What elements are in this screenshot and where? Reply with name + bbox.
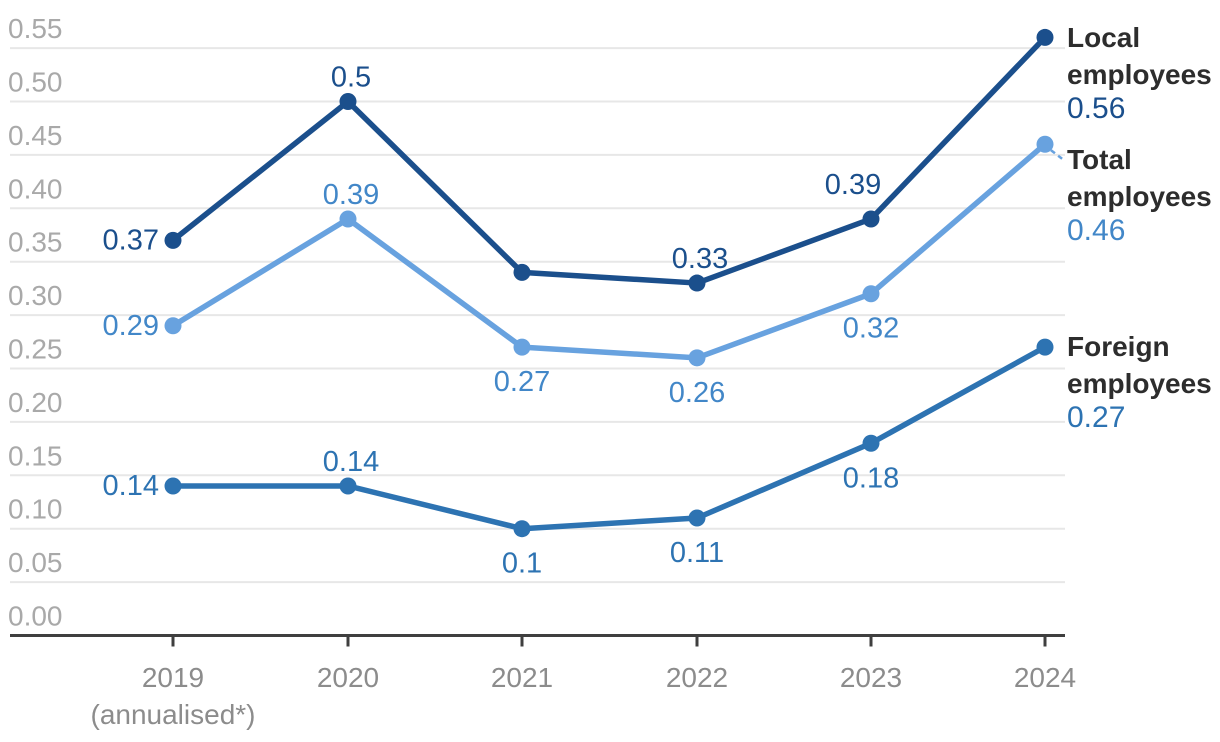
point-value-label: 0.1 xyxy=(502,548,542,580)
point-value-label: 0.14 xyxy=(323,446,379,478)
x-axis-tick-label: 2022 xyxy=(666,662,728,693)
legend-connector-dashed xyxy=(1050,149,1065,162)
y-axis-tick-label: 0.20 xyxy=(8,387,63,418)
x-axis-sub-label: (annualised*) xyxy=(91,699,256,730)
point-value-label: 0.29 xyxy=(103,310,159,342)
x-axis-tick-label: 2023 xyxy=(840,662,902,693)
legend-series-name: employees xyxy=(1067,368,1212,399)
legend-series-name: Local xyxy=(1067,22,1140,53)
y-axis-tick-label: 0.15 xyxy=(8,440,63,471)
legend-series-value: 0.46 xyxy=(1067,214,1125,247)
legend-series-name: employees xyxy=(1067,181,1212,212)
data-point xyxy=(688,349,706,367)
series-line-foreign-employees xyxy=(170,344,1048,532)
data-point xyxy=(513,520,531,538)
data-point xyxy=(339,477,357,495)
point-value-label: 0.26 xyxy=(669,377,725,409)
point-value-label: 0.14 xyxy=(103,470,159,502)
legend-series-name: Foreign xyxy=(1067,331,1170,362)
data-point xyxy=(862,434,880,452)
data-point xyxy=(688,274,706,292)
y-axis-tick-label: 0.50 xyxy=(8,67,63,98)
y-axis-tick-label: 0.00 xyxy=(8,601,63,632)
point-value-label: 0.11 xyxy=(670,537,724,569)
point-value-label: 0.5 xyxy=(331,62,371,94)
x-axis-tick-label: 2020 xyxy=(317,662,379,693)
series-line-local-employees xyxy=(170,34,1048,286)
point-value-label: 0.32 xyxy=(843,313,899,345)
y-axis-tick-label: 0.35 xyxy=(8,227,63,258)
data-point xyxy=(164,477,182,495)
point-value-label: 0.27 xyxy=(494,366,550,398)
data-point xyxy=(1036,135,1054,153)
data-point xyxy=(862,285,880,303)
legend-series-name: employees xyxy=(1067,59,1212,90)
y-axis-tick-label: 0.55 xyxy=(8,13,63,44)
point-value-label: 0.37 xyxy=(103,224,159,256)
x-axis-tick-label: 2019 xyxy=(142,662,204,693)
legend-series-value: 0.27 xyxy=(1067,401,1125,434)
legend-series-name: Total xyxy=(1067,144,1132,175)
point-value-label: 0.18 xyxy=(843,462,899,494)
y-axis-tick-label: 0.40 xyxy=(8,173,63,204)
data-point xyxy=(1036,338,1054,356)
data-point xyxy=(164,317,182,335)
y-axis-tick-label: 0.25 xyxy=(8,334,63,365)
series-line-total-employees xyxy=(170,141,1048,361)
x-axis-tick-label: 2021 xyxy=(491,662,553,693)
point-value-label: 0.39 xyxy=(825,169,881,201)
data-point xyxy=(164,231,182,249)
y-axis-tick-label: 0.05 xyxy=(8,547,63,578)
point-value-label: 0.39 xyxy=(323,179,379,211)
legend-series-value: 0.56 xyxy=(1067,92,1125,125)
data-point xyxy=(1036,28,1054,46)
x-axis-tick-label: 2024 xyxy=(1014,662,1076,693)
y-axis-tick-label: 0.30 xyxy=(8,280,63,311)
point-value-label: 0.33 xyxy=(672,243,728,275)
data-point xyxy=(513,263,531,281)
y-axis-tick-label: 0.10 xyxy=(8,494,63,525)
data-point xyxy=(339,210,357,228)
data-point xyxy=(688,509,706,527)
data-point xyxy=(339,93,357,110)
data-point xyxy=(862,210,880,228)
data-point xyxy=(513,338,531,356)
y-axis-tick-label: 0.45 xyxy=(8,120,63,151)
